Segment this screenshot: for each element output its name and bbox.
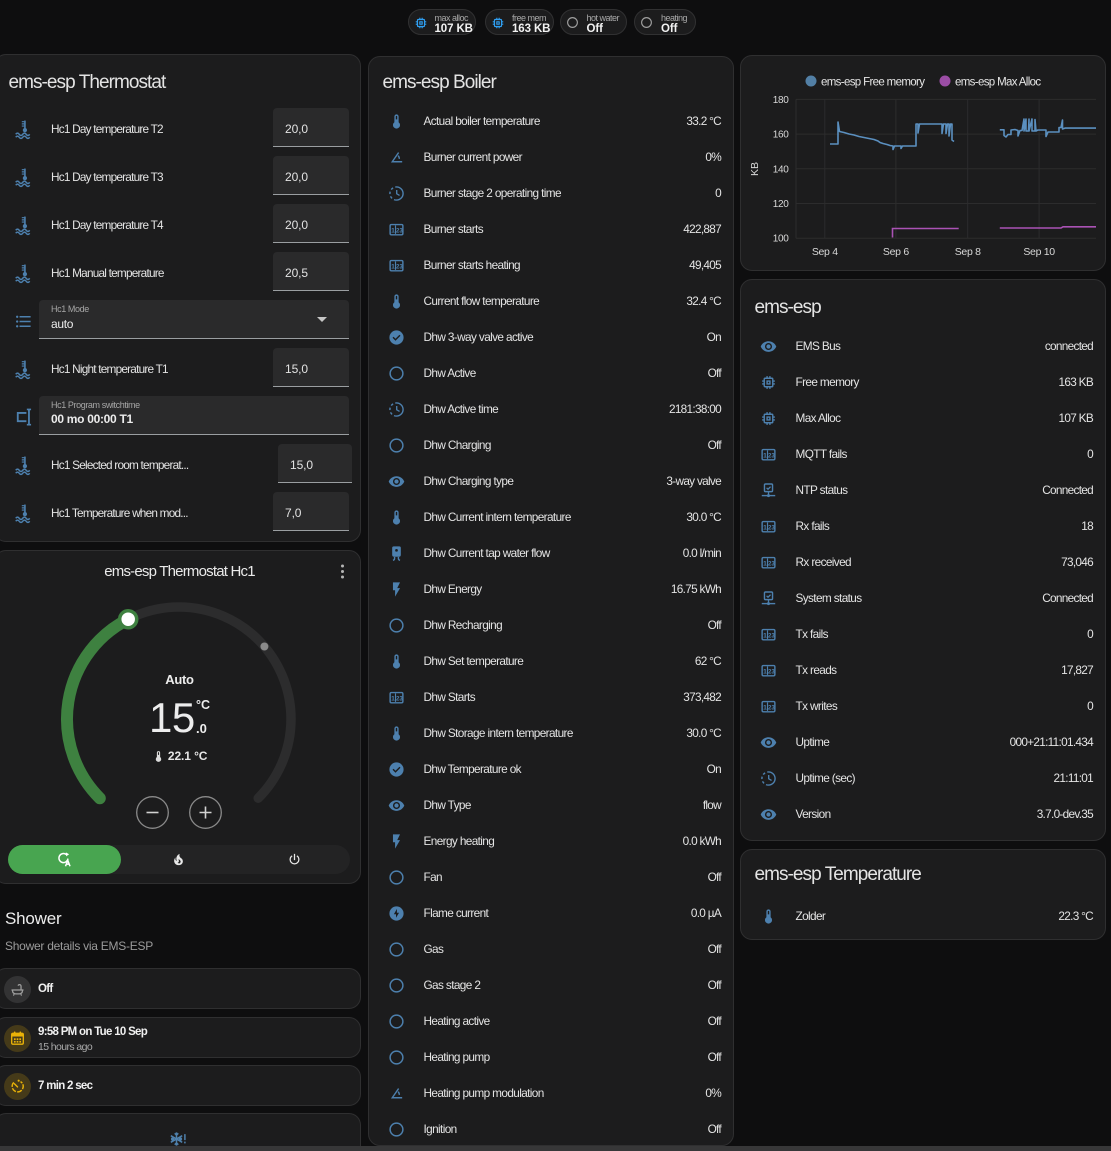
svg-text:1: 1	[763, 632, 767, 639]
svg-text:120: 120	[773, 199, 790, 210]
svg-text:ems-esp Max Alloc: ems-esp Max Alloc	[955, 77, 1041, 89]
svg-text:Sep 6: Sep 6	[883, 246, 909, 258]
svg-text:1: 1	[763, 452, 767, 459]
svg-text:160: 160	[773, 130, 790, 141]
svg-text:23: 23	[768, 561, 775, 567]
svg-text:1: 1	[391, 263, 395, 270]
svg-text:23: 23	[396, 228, 403, 234]
svg-text:Sep 8: Sep 8	[955, 246, 981, 258]
svg-text:140: 140	[773, 164, 790, 175]
svg-text:Sep 4: Sep 4	[812, 246, 838, 258]
svg-text:1: 1	[763, 560, 767, 567]
svg-text:23: 23	[768, 453, 775, 459]
svg-text:23: 23	[768, 705, 775, 711]
svg-text:23: 23	[768, 633, 775, 639]
svg-text:1: 1	[763, 524, 767, 531]
svg-text:180: 180	[773, 95, 790, 106]
svg-text:1: 1	[763, 668, 767, 675]
svg-text:23: 23	[396, 264, 403, 270]
svg-text:100: 100	[773, 234, 790, 245]
svg-text:Sep 10: Sep 10	[1023, 246, 1055, 258]
svg-text:1: 1	[391, 227, 395, 234]
svg-text:1: 1	[391, 695, 395, 702]
svg-text:23: 23	[768, 669, 775, 675]
svg-text:1: 1	[763, 704, 767, 711]
svg-text:ems-esp Free memory: ems-esp Free memory	[821, 77, 925, 89]
svg-text:KB: KB	[749, 162, 761, 176]
svg-text:23: 23	[768, 525, 775, 531]
svg-text:23: 23	[396, 696, 403, 702]
